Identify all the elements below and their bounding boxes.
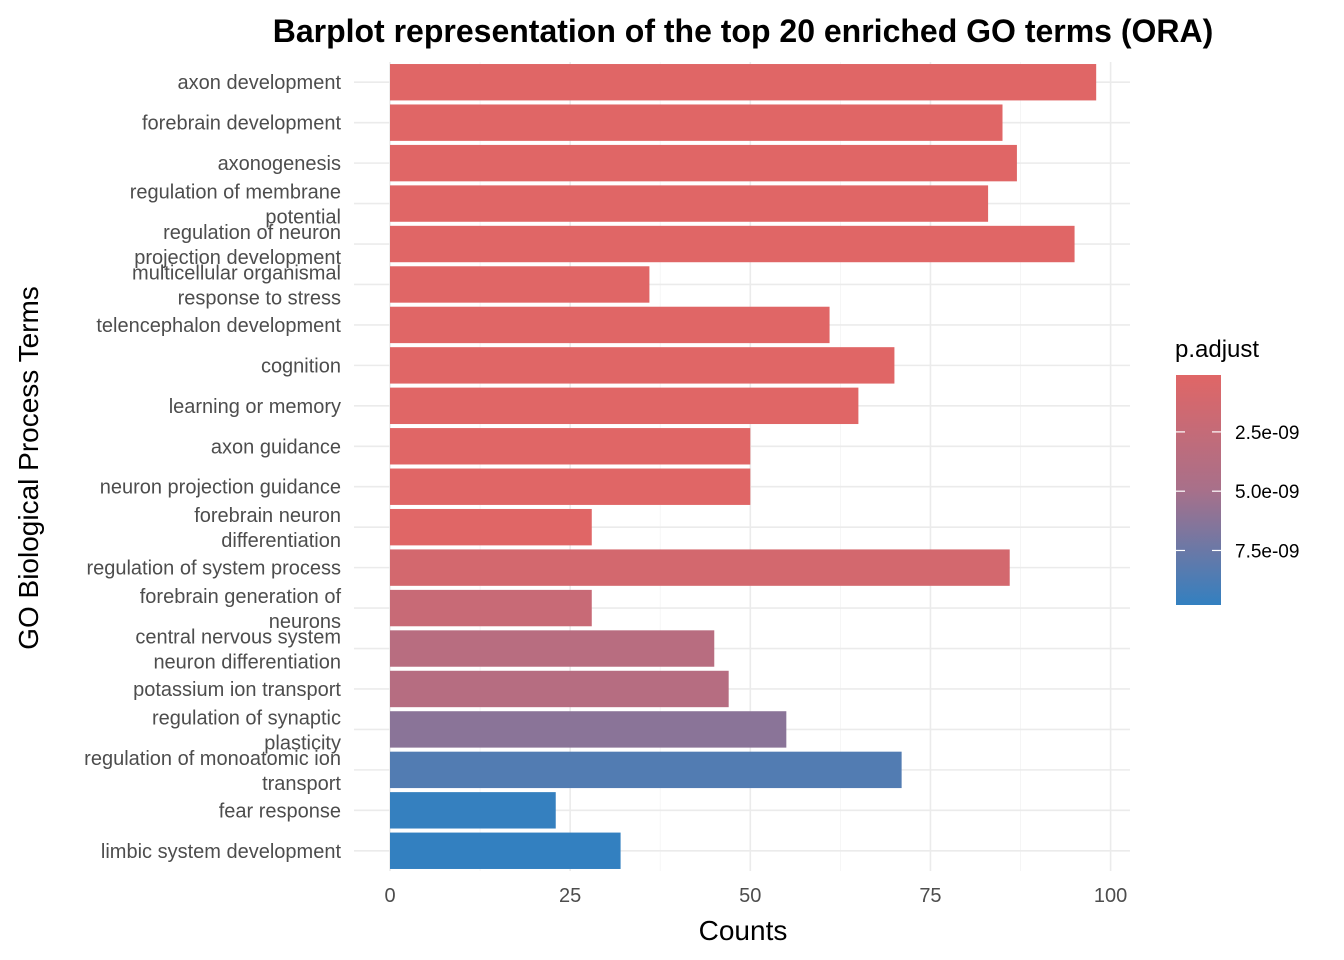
category-label: fear response: [219, 800, 341, 822]
category-label: regulation of synaptic plasticity: [152, 707, 341, 754]
grid-lines: [354, 62, 1130, 871]
color-legend: p.adjust 2.5e-09 5.0e-09 7.5e-09: [1175, 336, 1299, 605]
bar: [390, 670, 729, 708]
category-label: forebrain generation of neurons: [140, 586, 342, 633]
bar: [390, 468, 751, 505]
bar: [390, 508, 592, 546]
legend-colorbar: [1176, 375, 1221, 605]
legend-tick-label: 5.0e-09: [1235, 482, 1299, 503]
chart-title: Barplot representation of the top 20 enr…: [273, 13, 1214, 49]
legend-ticks: 2.5e-09 5.0e-09 7.5e-09: [1176, 423, 1299, 562]
category-label: regulation of membrane potential: [130, 182, 341, 229]
category-label: learning or memory: [169, 396, 341, 418]
x-tick-label: 0: [384, 885, 395, 907]
bar: [390, 144, 1017, 182]
category-label: regulation of system process: [86, 558, 341, 580]
bar: [390, 630, 715, 667]
y-axis-title: GO Biological Process Terms: [13, 286, 44, 650]
category-label: regulation of neuron projection developme…: [134, 222, 341, 269]
x-tick-label: 25: [559, 885, 581, 907]
bar: [390, 428, 751, 465]
bar: [390, 549, 1010, 586]
category-label: central nervous system neuron differentia…: [135, 627, 341, 674]
bar: [390, 306, 830, 344]
category-label: potassium ion transport: [133, 679, 341, 701]
bars: [390, 64, 1097, 869]
category-label: telencephalon development: [96, 315, 341, 337]
legend-title: p.adjust: [1175, 336, 1259, 363]
category-label: limbic system development: [101, 841, 342, 863]
bar: [390, 792, 556, 829]
bar: [390, 751, 902, 789]
bar: [390, 104, 1003, 141]
category-label: regulation of monoatomic ion transport: [84, 748, 341, 795]
bar: [390, 64, 1097, 101]
x-tick-labels: 0 25 50 75 100: [384, 885, 1127, 907]
category-label: axonogenesis: [218, 153, 341, 175]
x-tick-label: 50: [739, 885, 761, 907]
bar: [390, 832, 621, 869]
bar: [390, 225, 1075, 263]
bar: [390, 387, 859, 425]
category-label: forebrain development: [142, 113, 341, 135]
bar: [390, 347, 895, 384]
legend-tick-label: 2.5e-09: [1235, 423, 1299, 444]
legend-tick-label: 7.5e-09: [1235, 541, 1299, 562]
category-label: neuron projection guidance: [100, 477, 341, 499]
category-label: multicellular organismal response to stre…: [132, 262, 341, 309]
x-tick-label: 100: [1094, 885, 1127, 907]
x-tick-label: 75: [919, 885, 941, 907]
category-label: forebrain neuron differentiation: [194, 505, 341, 552]
bar: [390, 589, 592, 627]
category-label: axon guidance: [211, 436, 341, 458]
bar: [390, 266, 650, 303]
x-axis-title: Counts: [699, 915, 788, 946]
category-labels: axon development forebrain development axo…: [84, 72, 341, 863]
bar: [390, 711, 787, 748]
category-label: cognition: [261, 355, 341, 377]
category-label: axon development: [178, 72, 342, 94]
bar: [390, 185, 989, 222]
